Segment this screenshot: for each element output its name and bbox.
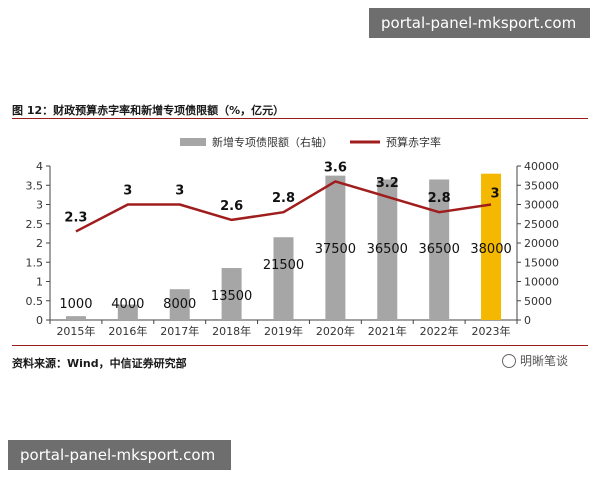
bar-data-label: 1000	[59, 297, 92, 312]
right-axis-tick-label: 25000	[524, 218, 559, 231]
right-axis-tick-label: 5000	[524, 295, 552, 308]
bar-data-label: 21500	[263, 258, 304, 273]
right-axis-tick-label: 20000	[524, 237, 559, 250]
left-axis-tick-label: 2	[36, 237, 43, 250]
x-axis-tick-label: 2020年	[316, 324, 355, 338]
right-axis-tick-label: 15000	[524, 256, 559, 269]
x-axis-tick-label: 2022年	[420, 324, 459, 338]
line-data-label: 3	[175, 184, 184, 199]
line-data-label: 2.6	[220, 199, 243, 214]
line-data-label: 3.2	[376, 176, 399, 191]
brand-mark: 明晰笔谈	[502, 352, 568, 369]
chart: 新增专项债限额（右轴） 预算赤字率 0 0.5 1 1.5 2 2.5 3 3.5 4 0 5000 10…	[26, 135, 560, 338]
bar	[65, 316, 86, 320]
bar	[429, 179, 450, 320]
bar-data-label: 13500	[211, 289, 252, 304]
brand-name: 明晰笔谈	[520, 354, 569, 368]
line-data-label: 3	[123, 184, 132, 199]
deficit-line	[75, 180, 492, 233]
bar-data-label: 36500	[367, 242, 408, 257]
bar-data-label: 36500	[418, 242, 459, 257]
bar	[377, 179, 398, 320]
line-data-label: 2.8	[272, 191, 295, 206]
bar	[325, 175, 346, 320]
left-axis-tick-label: 2.5	[26, 218, 44, 231]
bar-data-label: 38000	[470, 242, 511, 257]
left-axis-tick-label: 4	[36, 160, 43, 173]
right-axis-tick-label: 40000	[524, 160, 559, 173]
figure-source: 资料来源：Wind，中信证券研究部	[12, 357, 187, 370]
left-axis-tick-label: 3	[36, 199, 43, 212]
bar	[273, 237, 294, 320]
x-axis-tick-label: 2015年	[56, 324, 95, 338]
figure-title: 图 12：财政预算赤字率和新增专项债限额（%，亿元）	[12, 104, 285, 117]
bar	[221, 268, 242, 320]
right-axis-tick-label: 10000	[524, 276, 559, 289]
bar-data-label: 4000	[111, 297, 144, 312]
line-data-label: 3	[491, 187, 500, 202]
legend-label-line: 预算赤字率	[386, 135, 441, 149]
left-axis-tick-label: 1	[36, 276, 43, 289]
line-data-label: 2.8	[428, 191, 451, 206]
watermark-top: portal-panel-mksport.com	[369, 8, 590, 38]
x-axis-tick-label: 2016年	[108, 324, 147, 338]
source-divider	[12, 345, 588, 346]
bar	[481, 173, 502, 320]
bar	[169, 289, 190, 320]
line-data-label: 3.6	[324, 160, 347, 175]
x-axis-tick-label: 2018年	[212, 324, 251, 338]
legend-label-bar: 新增专项债限额（右轴）	[212, 135, 333, 149]
x-axis-tick-label: 2017年	[160, 324, 199, 338]
bar	[117, 304, 138, 320]
x-axis-tick-label: 2023年	[472, 324, 511, 338]
left-axis-tick-label: 3.5	[26, 179, 44, 192]
bar-data-label: 8000	[163, 297, 196, 312]
left-axis-tick-label: 0	[36, 314, 43, 327]
legend-swatch-bar	[180, 138, 206, 146]
right-axis-tick-label: 30000	[524, 199, 559, 212]
x-axis-tick-label: 2019年	[264, 324, 303, 338]
wechat-icon	[502, 353, 516, 368]
watermark-bottom: portal-panel-mksport.com	[8, 440, 231, 470]
left-axis-tick-label: 0.5	[26, 295, 44, 308]
x-axis-tick-label: 2021年	[368, 324, 407, 338]
bar-data-label: 37500	[315, 242, 356, 257]
right-axis-tick-label: 35000	[524, 179, 559, 192]
line-data-label: 2.3	[64, 210, 87, 225]
left-axis-tick-label: 1.5	[26, 256, 44, 269]
title-divider	[12, 118, 588, 119]
right-axis-tick-label: 0	[524, 314, 531, 327]
